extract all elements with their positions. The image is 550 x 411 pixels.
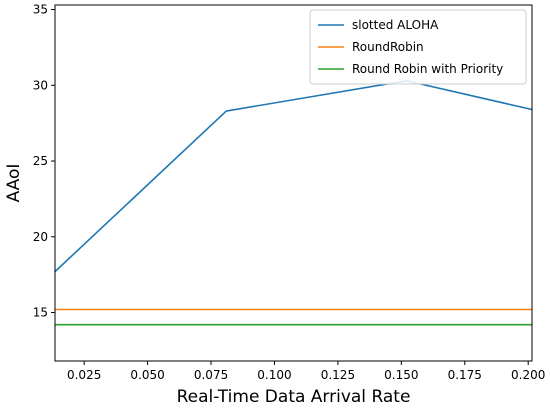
x-axis-label: Real-Time Data Arrival Rate: [177, 387, 411, 407]
x-tick-label: 0.050: [130, 368, 164, 382]
x-tick-label: 0.075: [194, 368, 228, 382]
x-tick-label: 0.150: [384, 368, 418, 382]
series-line-1: [54, 79, 533, 273]
y-axis-ticks: 15 20 25 30 35: [33, 3, 55, 320]
legend-entry: slotted ALOHA: [352, 18, 439, 32]
x-tick-label: 0.125: [321, 368, 355, 382]
y-tick-label: 15: [33, 306, 48, 320]
y-axis-label: AAoI: [4, 164, 24, 203]
y-tick-label: 35: [33, 3, 48, 17]
x-tick-label: 0.175: [448, 368, 482, 382]
legend: slotted ALOHA RoundRobin Round Robin with …: [309, 9, 527, 85]
series-layer: [54, 79, 533, 326]
plot-frame: [54, 4, 533, 362]
x-tick-label: 0.025: [67, 368, 101, 382]
legend-box: [309, 9, 527, 85]
y-tick-label: 20: [33, 230, 48, 244]
x-axis-ticks: 0.025 0.050 0.075 0.100 0.125 0.150 0.175 0.200: [67, 361, 545, 382]
x-tick-label: 0.100: [257, 368, 291, 382]
legend-entry: Round Robin with Priority: [352, 62, 503, 76]
y-tick-label: 25: [33, 154, 48, 168]
legend-entry: RoundRobin: [352, 40, 424, 54]
y-tick-label: 30: [33, 78, 48, 92]
x-tick-label: 0.200: [511, 368, 545, 382]
